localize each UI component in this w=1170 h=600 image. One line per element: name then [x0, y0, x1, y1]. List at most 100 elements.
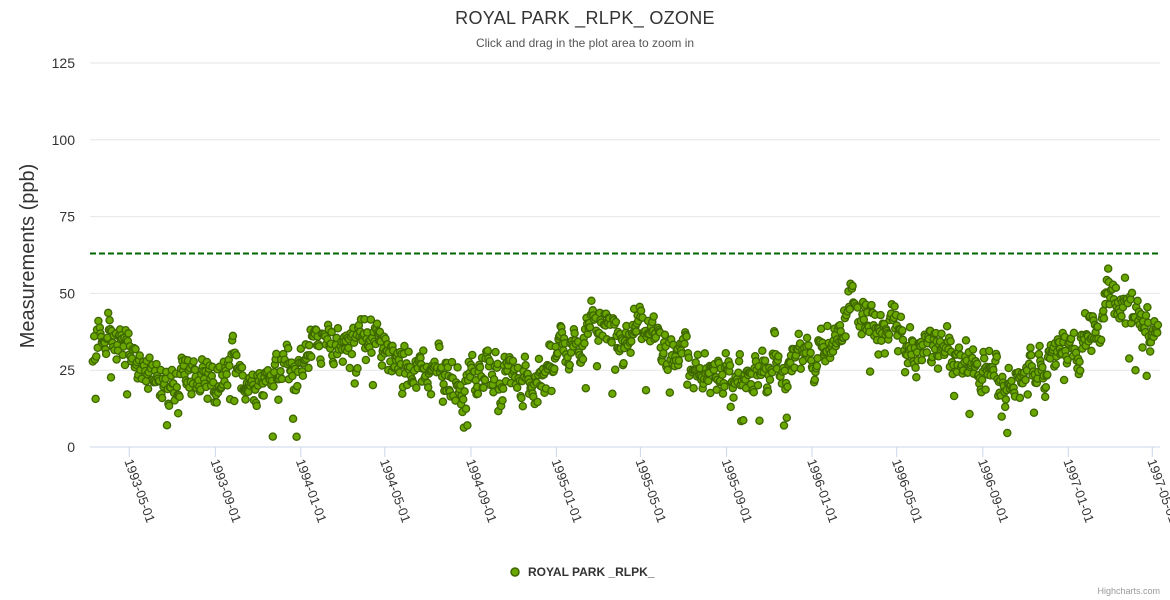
data-point[interactable]: [712, 385, 721, 395]
data-point[interactable]: [867, 300, 876, 310]
data-point[interactable]: [368, 380, 378, 390]
data-point[interactable]: [187, 389, 196, 399]
data-point[interactable]: [131, 344, 140, 354]
data-point[interactable]: [521, 361, 530, 370]
data-point[interactable]: [1099, 314, 1109, 323]
data-point[interactable]: [581, 383, 591, 393]
data-point[interactable]: [366, 315, 376, 324]
data-point[interactable]: [314, 341, 324, 351]
data-point[interactable]: [804, 341, 813, 350]
data-point[interactable]: [223, 381, 232, 390]
data-point[interactable]: [1096, 335, 1106, 345]
data-point[interactable]: [1142, 371, 1151, 381]
data-point[interactable]: [460, 387, 469, 396]
data-point[interactable]: [700, 349, 710, 358]
data-point[interactable]: [783, 382, 792, 392]
data-point[interactable]: [333, 324, 343, 333]
data-point[interactable]: [498, 384, 508, 393]
data-point[interactable]: [292, 432, 301, 441]
data-point[interactable]: [483, 346, 492, 355]
data-point[interactable]: [782, 413, 792, 422]
data-point[interactable]: [238, 371, 247, 380]
data-point[interactable]: [734, 356, 744, 366]
data-point[interactable]: [718, 389, 728, 398]
data-point[interactable]: [520, 352, 530, 362]
data-point[interactable]: [977, 375, 987, 385]
data-point[interactable]: [660, 330, 670, 340]
data-point[interactable]: [277, 374, 287, 384]
data-point[interactable]: [1029, 408, 1039, 417]
data-point[interactable]: [252, 401, 261, 411]
data-point[interactable]: [1063, 355, 1072, 365]
data-point[interactable]: [152, 359, 161, 369]
data-point[interactable]: [268, 432, 278, 441]
data-point[interactable]: [412, 383, 421, 393]
data-point[interactable]: [896, 312, 906, 322]
data-point[interactable]: [587, 296, 596, 306]
data-point[interactable]: [438, 397, 448, 406]
data-point[interactable]: [758, 346, 767, 356]
data-point[interactable]: [779, 421, 789, 430]
data-point[interactable]: [304, 341, 314, 350]
data-point[interactable]: [1001, 395, 1011, 404]
data-point[interactable]: [937, 329, 946, 339]
data-point[interactable]: [259, 391, 268, 400]
data-point[interactable]: [813, 354, 822, 363]
data-point[interactable]: [101, 349, 111, 359]
data-point[interactable]: [631, 327, 641, 336]
data-point[interactable]: [225, 361, 234, 371]
data-point[interactable]: [377, 361, 387, 370]
data-point[interactable]: [565, 360, 574, 370]
data-point[interactable]: [912, 373, 921, 382]
data-point[interactable]: [157, 393, 167, 403]
data-point[interactable]: [274, 395, 283, 405]
data-point[interactable]: [298, 371, 308, 381]
data-point[interactable]: [106, 373, 116, 382]
data-point[interactable]: [491, 347, 500, 357]
data-point[interactable]: [189, 357, 198, 366]
credits-link[interactable]: Highcharts.com: [1097, 586, 1160, 596]
data-point[interactable]: [435, 342, 444, 352]
data-point[interactable]: [911, 363, 920, 372]
data-point[interactable]: [316, 359, 326, 368]
data-point[interactable]: [1015, 393, 1025, 403]
data-point[interactable]: [361, 355, 371, 365]
data-point[interactable]: [865, 367, 875, 376]
data-point[interactable]: [898, 326, 907, 335]
data-point[interactable]: [241, 395, 250, 404]
data-point[interactable]: [968, 345, 978, 354]
data-point[interactable]: [143, 384, 153, 394]
data-point[interactable]: [461, 404, 471, 414]
data-point[interactable]: [693, 350, 703, 359]
data-point[interactable]: [533, 397, 542, 407]
data-point[interactable]: [1133, 296, 1142, 306]
data-point[interactable]: [122, 390, 132, 399]
data-point[interactable]: [550, 364, 559, 374]
data-point[interactable]: [853, 303, 862, 312]
data-point[interactable]: [367, 348, 376, 357]
data-point[interactable]: [288, 414, 298, 424]
data-point[interactable]: [1035, 341, 1044, 351]
data-point[interactable]: [458, 395, 468, 404]
data-point[interactable]: [979, 354, 989, 363]
data-point[interactable]: [1004, 363, 1013, 373]
data-point[interactable]: [942, 321, 952, 331]
data-point[interactable]: [145, 353, 154, 362]
data-point[interactable]: [1026, 350, 1036, 360]
data-point[interactable]: [841, 332, 850, 341]
data-point[interactable]: [720, 382, 729, 391]
data-point[interactable]: [1041, 382, 1051, 392]
data-point[interactable]: [1103, 264, 1113, 273]
data-point[interactable]: [735, 350, 745, 359]
data-point[interactable]: [1141, 311, 1151, 320]
data-point[interactable]: [232, 350, 241, 360]
data-point[interactable]: [353, 364, 362, 373]
data-point[interactable]: [1087, 346, 1096, 356]
data-point[interactable]: [1111, 283, 1121, 292]
data-point[interactable]: [162, 420, 172, 430]
data-point[interactable]: [112, 355, 121, 364]
data-point[interactable]: [570, 328, 579, 338]
data-point[interactable]: [592, 362, 602, 371]
data-point[interactable]: [770, 328, 780, 338]
data-point[interactable]: [190, 365, 200, 375]
